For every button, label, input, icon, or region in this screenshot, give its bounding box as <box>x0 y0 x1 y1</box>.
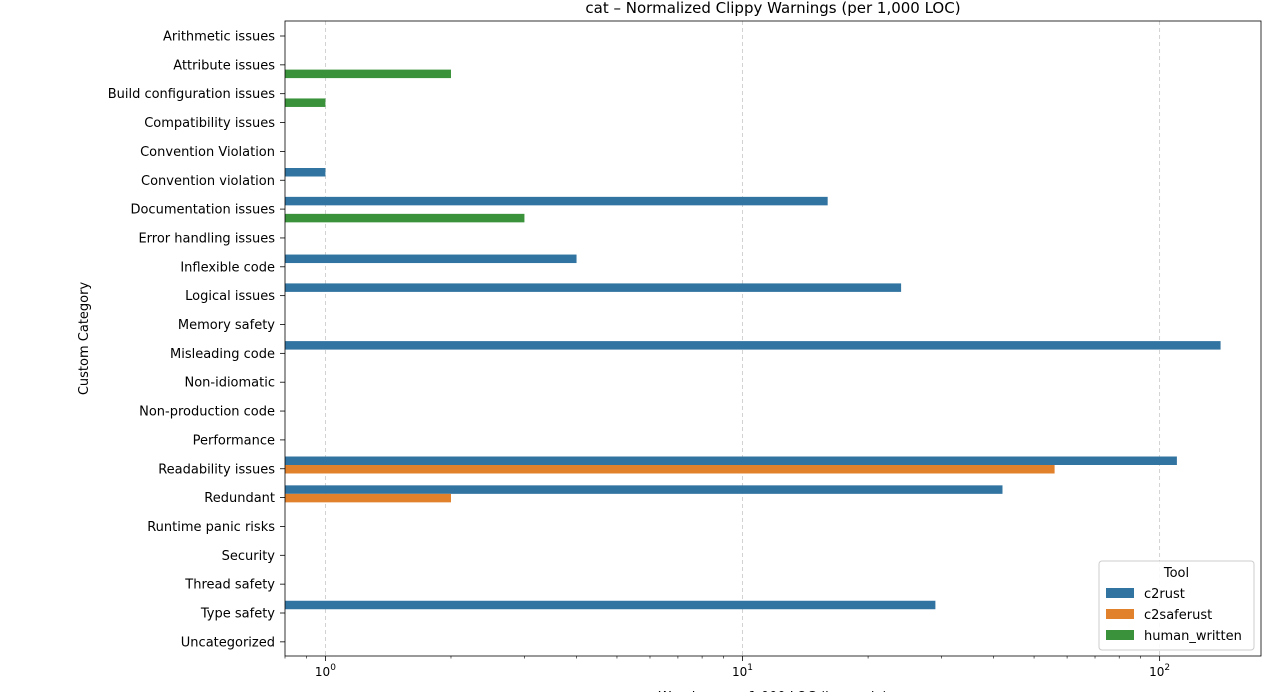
y-tick-label-compatibility-issues: Compatibility issues <box>144 116 275 131</box>
x-tick-label: 101 <box>732 663 753 679</box>
bar-c2rust-convention-violation <box>285 168 326 177</box>
bar-c2rust-inflexible-code <box>285 254 577 264</box>
bar-c2rust-readability-issues <box>285 456 1177 465</box>
grid-layer <box>325 21 1161 656</box>
bar-human-written-build-configuration-issues <box>285 98 326 107</box>
y-tick-label-non-idiomatic: Non-idiomatic <box>184 376 275 391</box>
x-tick-label: 102 <box>1149 663 1170 679</box>
y-tick-label-convention-violation: Convention Violation <box>140 145 275 160</box>
bar-c2rust-misleading-code <box>285 341 1221 350</box>
y-tick-label-memory-safety: Memory safety <box>178 318 275 333</box>
bar-c2rust-redundant <box>285 485 1003 494</box>
y-tick-label-misleading-code: Misleading code <box>170 347 275 362</box>
y-tick-label-attribute-issues: Attribute issues <box>173 58 275 73</box>
legend-swatch-human-written <box>1106 630 1134 640</box>
bar-c2saferust-redundant <box>285 493 451 503</box>
y-tick-label-redundant: Redundant <box>204 491 275 506</box>
y-tick-label-non-production-code: Non-production code <box>139 405 275 420</box>
y-tick-label-logical-issues: Logical issues <box>185 289 275 304</box>
y-tick-label-performance: Performance <box>193 433 275 448</box>
legend-title: Tool <box>1163 566 1189 581</box>
legend-swatch-c2saferust <box>1106 609 1134 619</box>
bar-c2saferust-readability-issues <box>285 465 1055 474</box>
y-tick-label-type-safety: Type safety <box>200 607 275 622</box>
legend: Tool c2rust c2saferust human_written <box>1098 560 1255 651</box>
legend-label-c2saferust: c2saferust <box>1144 608 1212 623</box>
y-tick-label-runtime-panic-risks: Runtime panic risks <box>147 520 275 535</box>
y-axis-label: Custom Category <box>77 282 92 396</box>
legend-label-c2rust: c2rust <box>1144 587 1185 602</box>
y-tick-label-build-configuration-issues: Build configuration issues <box>108 87 276 102</box>
x-tick-label: 100 <box>315 663 336 679</box>
bar-human-written-attribute-issues <box>285 69 451 79</box>
y-tick-label-thread-safety: Thread safety <box>184 578 275 593</box>
y-tick-label-inflexible-code: Inflexible code <box>180 260 275 275</box>
bar-human-written-documentation-issues <box>285 213 525 223</box>
y-axis: Arithmetic issues Attribute issues Build c… <box>108 30 285 650</box>
y-tick-label-readability-issues: Readability issues <box>158 462 275 477</box>
legend-box <box>1098 560 1255 651</box>
y-tick-label-convention-violation: Convention violation <box>141 174 275 189</box>
y-tick-label-security: Security <box>222 549 276 564</box>
bar-c2rust-documentation-issues <box>285 196 828 206</box>
legend-label-human-written: human_written <box>1144 629 1242 644</box>
chart-title: cat – Normalized Clippy Warnings (per 1,… <box>585 0 960 17</box>
y-tick-label-arithmetic-issues: Arithmetic issues <box>163 30 275 45</box>
bar-c2rust-logical-issues <box>285 283 902 292</box>
x-axis: 100 101 102 <box>284 656 1170 679</box>
legend-swatch-c2rust <box>1106 588 1134 598</box>
bar-c2rust-type-safety <box>285 600 936 610</box>
y-tick-label-documentation-issues: Documentation issues <box>130 203 275 218</box>
y-tick-label-uncategorized: Uncategorized <box>181 635 275 650</box>
x-axis-label: Warnings per 1,000 LOC (log scale) <box>658 690 887 692</box>
plot-frame <box>284 20 1262 657</box>
bars-layer <box>285 69 1221 610</box>
y-tick-label-error-handling-issues: Error handling issues <box>138 231 275 246</box>
